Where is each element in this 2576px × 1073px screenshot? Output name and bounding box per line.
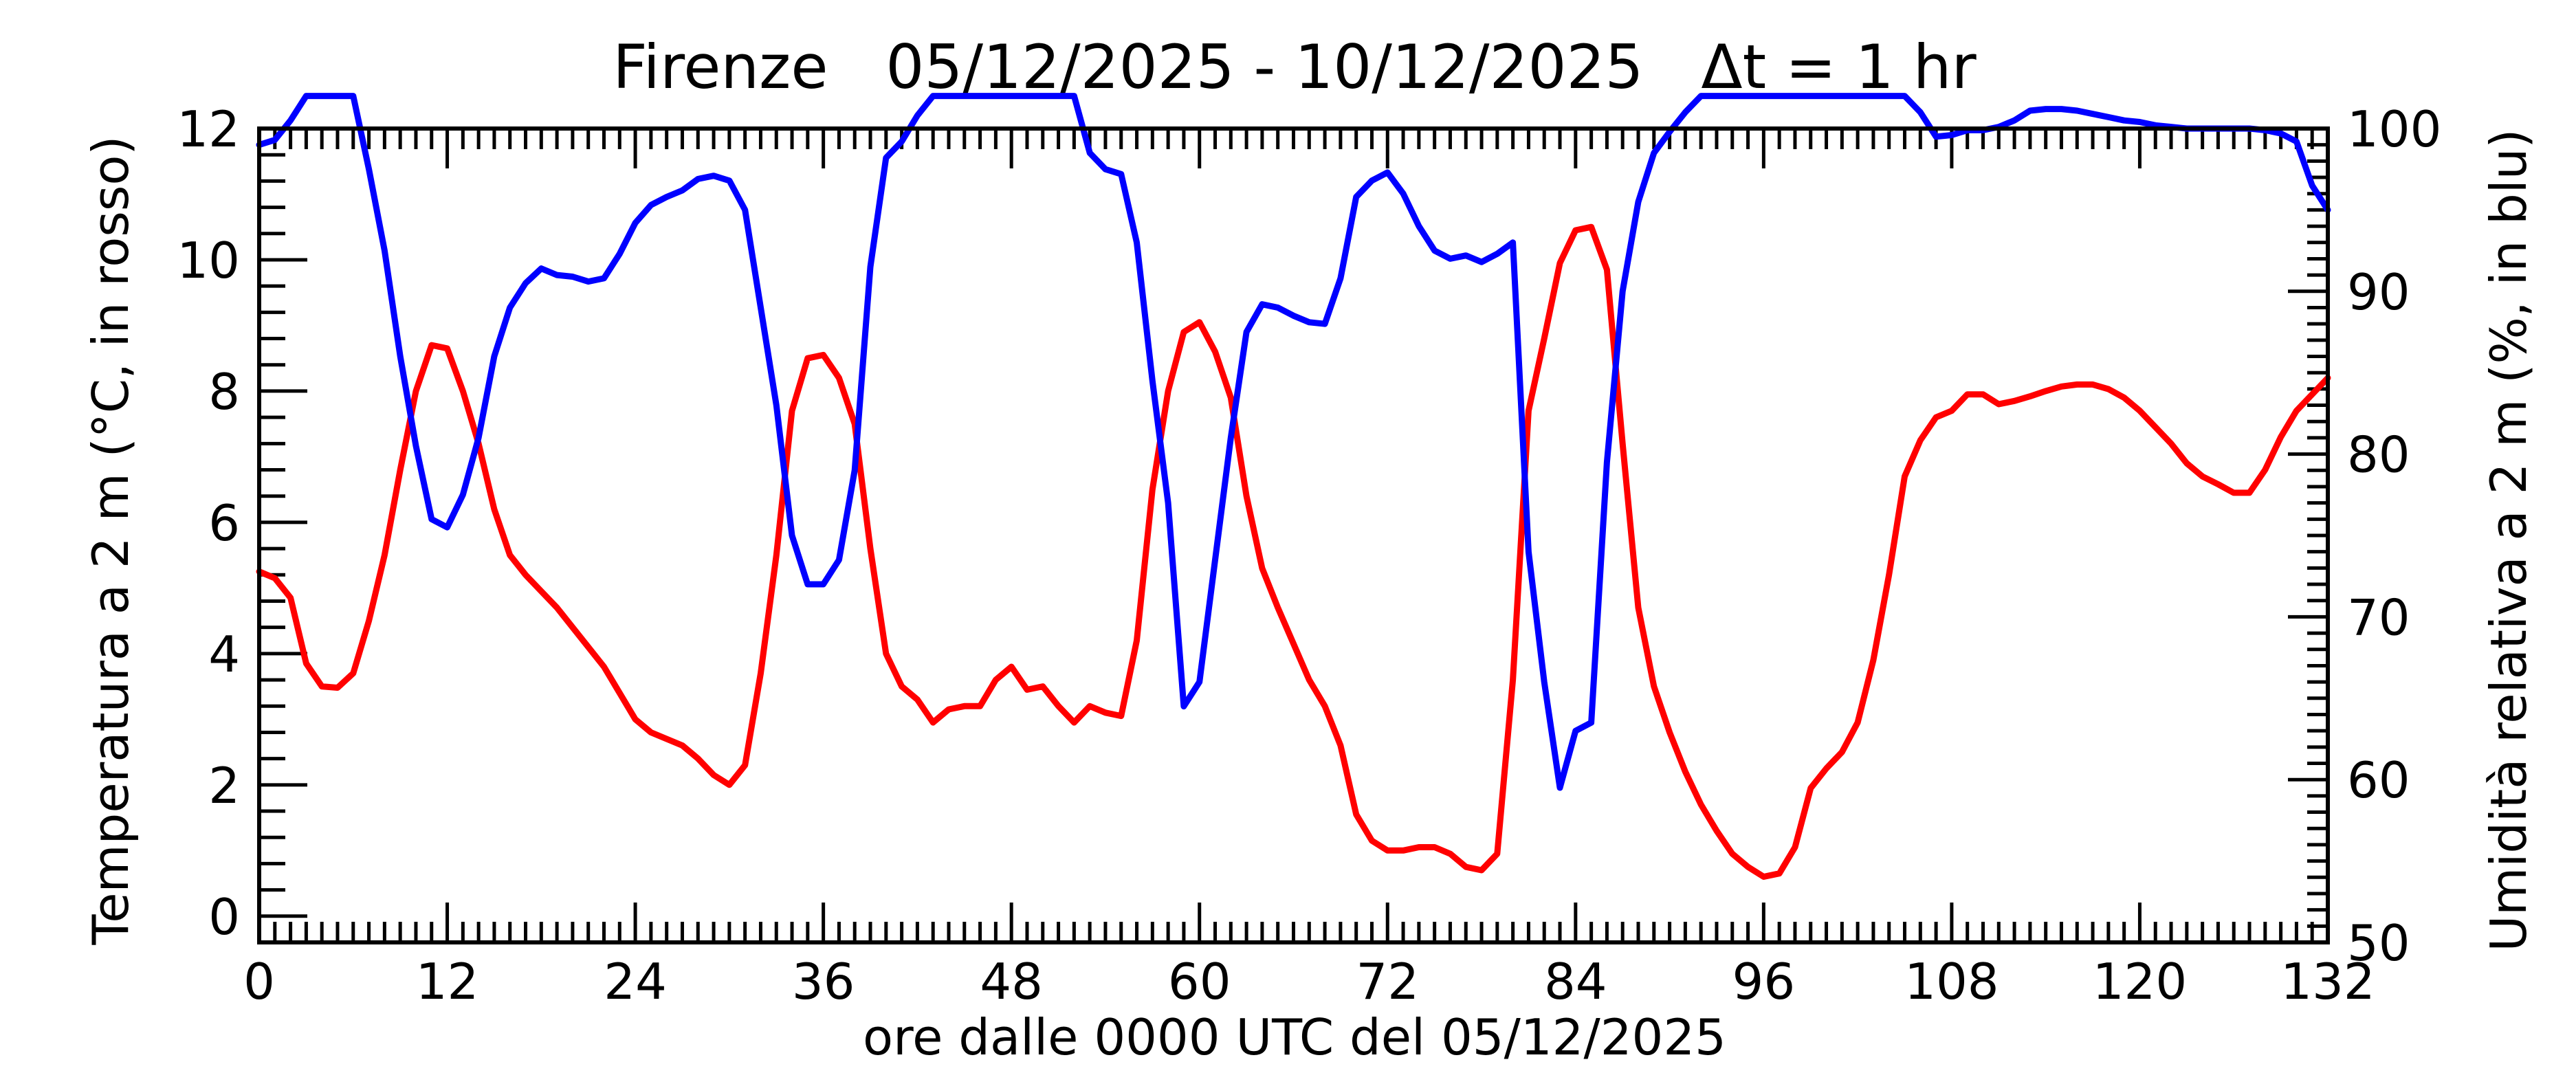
y-left-tick-label: 0	[208, 888, 240, 946]
y-left-tick-label: 8	[208, 363, 240, 421]
y-right-tick-label: 60	[2347, 751, 2410, 809]
y-axis-label-left: Temperatura a 2 m (°C, in rosso)	[82, 136, 140, 946]
y-axis-label-right: Umidità relativa a 2 m (%, in blu)	[2480, 129, 2538, 951]
y-right-tick-label: 100	[2347, 100, 2441, 158]
x-tick-label: 108	[1904, 953, 1999, 1010]
x-axis-label: ore dalle 0000 UTC del 05/12/2025	[863, 1008, 1726, 1066]
y-left-tick-label: 2	[208, 757, 240, 815]
x-tick-label: 72	[1356, 953, 1419, 1010]
x-tick-label: 132	[2280, 953, 2375, 1010]
y-right-tick-label: 80	[2347, 426, 2410, 484]
tick-labels-layer: 0 12 24 36 48 60 72 84 96 108 120 13202468101250607…	[177, 100, 2441, 1010]
chart-title: Firenze 05/12/2025 - 10/12/2025 Δt = 1 h…	[613, 32, 1977, 102]
y-left-tick-label: 10	[177, 232, 240, 289]
x-tick-label: 60	[1168, 953, 1231, 1010]
y-left-tick-label: 12	[177, 100, 240, 158]
x-tick-label: 96	[1732, 953, 1796, 1010]
y-left-tick-label: 4	[208, 626, 240, 683]
x-tick-label: 24	[604, 953, 667, 1010]
x-tick-label: 36	[792, 953, 855, 1010]
x-tick-label: 48	[980, 953, 1043, 1010]
x-tick-label: 120	[2093, 953, 2187, 1010]
series-layer	[256, 93, 2331, 880]
temperature-series-line	[256, 223, 2331, 880]
x-tick-label: 84	[1544, 953, 1607, 1010]
y-right-tick-label: 70	[2347, 588, 2410, 646]
x-tick-label: 0	[243, 953, 275, 1010]
y-right-tick-label: 90	[2347, 263, 2410, 321]
y-left-tick-label: 6	[208, 494, 240, 552]
x-tick-label: 12	[416, 953, 479, 1010]
ticks-layer	[257, 126, 2330, 944]
humidity-series-line	[256, 93, 2331, 791]
y-right-tick-label: 50	[2347, 914, 2410, 972]
plot-frame	[257, 126, 2330, 944]
